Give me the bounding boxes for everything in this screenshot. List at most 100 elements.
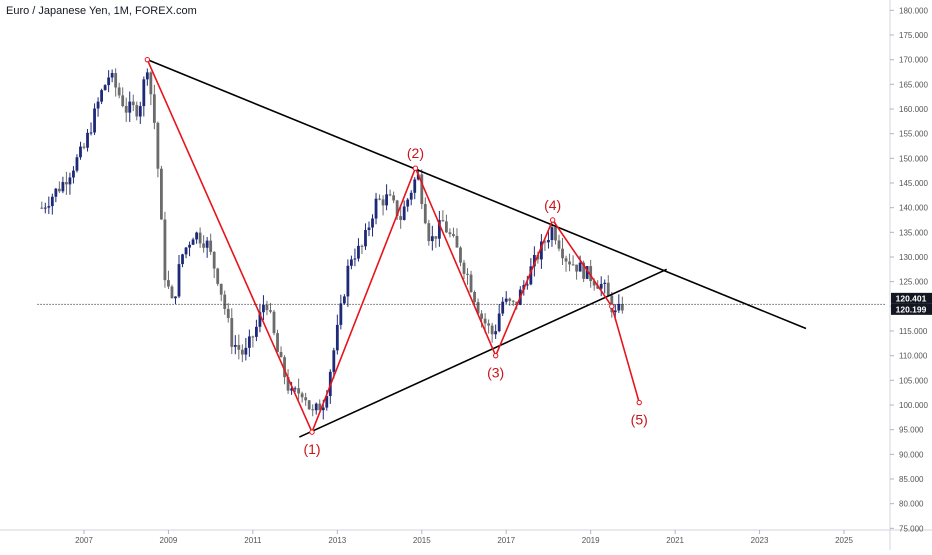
candle-body (571, 264, 575, 266)
candle-body (160, 168, 163, 220)
wave-point (549, 217, 556, 223)
wave-point (309, 429, 315, 435)
candle-body (247, 336, 251, 348)
y-tick-label: 145.000 (899, 179, 928, 188)
candle-body (381, 199, 385, 206)
candle-body (191, 239, 195, 245)
y-tick-label: 110.000 (899, 352, 928, 361)
candle-body (117, 87, 121, 96)
candle-body (230, 318, 234, 347)
x-tick-label: 2019 (582, 536, 600, 545)
candle-body (212, 251, 216, 269)
candle-body (427, 223, 431, 242)
y-tick-label: 135.000 (899, 228, 928, 237)
candle-body (93, 108, 96, 133)
y-tick-label: 90.000 (899, 450, 924, 459)
candle-body (209, 240, 213, 252)
candle-body (297, 388, 301, 394)
candle-body (128, 101, 132, 113)
y-tick-label: 105.000 (899, 376, 928, 385)
candle-body (339, 303, 343, 325)
candle-body (353, 258, 357, 260)
candle-body (131, 101, 135, 106)
candle-body (462, 262, 466, 274)
wave-point (636, 399, 642, 406)
candle-body (367, 227, 371, 230)
y-tick-label: 95.000 (899, 426, 924, 435)
candle-body (554, 227, 557, 241)
candle-body (371, 218, 374, 228)
candle-body (540, 241, 543, 260)
y-tick-label: 180.000 (899, 6, 928, 15)
candle-body (494, 331, 498, 335)
candle-body (434, 236, 438, 239)
candle-body (561, 248, 564, 259)
candle-body (511, 300, 515, 302)
candle-body (599, 283, 603, 289)
y-tick-label: 140.000 (899, 204, 928, 213)
y-tick-label: 80.000 (899, 500, 924, 509)
candle-body (96, 101, 100, 109)
wave-label: (4) (544, 197, 561, 213)
wave-point (412, 165, 419, 171)
candle-body (568, 261, 571, 265)
candle-body (163, 219, 167, 281)
candle-body (406, 199, 410, 207)
candle-body (40, 207, 44, 209)
y-tick-label: 170.000 (899, 56, 928, 65)
wave-point (609, 303, 615, 310)
candle-body (392, 195, 396, 201)
candle-body (469, 274, 473, 292)
candle-body (515, 301, 519, 305)
candle-body (332, 350, 336, 372)
candle-body (68, 177, 72, 185)
candle-body (57, 188, 61, 192)
trendline-lower (299, 268, 667, 438)
candle-body (416, 174, 420, 180)
candle-body (286, 377, 290, 391)
candle-body (244, 347, 248, 355)
candle-body (152, 94, 156, 123)
candle-body (578, 262, 582, 272)
candle-body (43, 207, 47, 209)
candle-body (490, 325, 494, 335)
candle-body (529, 266, 533, 285)
candle-body (258, 312, 262, 327)
x-tick-label: 2025 (835, 536, 853, 545)
x-tick-label: 2013 (328, 536, 346, 545)
wave-label: (2) (407, 145, 424, 161)
candle-body (290, 388, 293, 391)
candle-body (223, 294, 227, 309)
candle-body (342, 296, 346, 304)
wave-label: (5) (631, 412, 648, 428)
candle-body (455, 235, 459, 248)
candle-body (174, 296, 177, 299)
candle-body (219, 283, 223, 295)
candle-body (181, 254, 184, 265)
elliott-wave-line (146, 59, 640, 435)
candle-body (357, 245, 360, 259)
candle-body (399, 216, 403, 220)
wave-label: (3) (487, 365, 504, 381)
candle-body (86, 132, 89, 148)
candle-body (156, 122, 160, 169)
x-tick-label: 2021 (666, 536, 684, 545)
candle-body (437, 220, 441, 239)
candle-body (50, 196, 54, 207)
candle-body (255, 326, 258, 337)
x-tick-label: 2007 (75, 536, 93, 545)
candle-body (582, 262, 586, 279)
price-label: 120.199 (896, 304, 927, 314)
candle-body (550, 227, 554, 241)
candle-body (188, 244, 191, 248)
candle-body (110, 73, 114, 78)
y-tick-label: 130.000 (899, 253, 928, 262)
candle-body (293, 388, 297, 390)
candle-body (525, 284, 529, 286)
candle-body (121, 95, 125, 106)
candle-body (459, 247, 462, 263)
candle-body (564, 258, 568, 262)
candle-body (107, 77, 111, 86)
candle-body (304, 397, 308, 401)
